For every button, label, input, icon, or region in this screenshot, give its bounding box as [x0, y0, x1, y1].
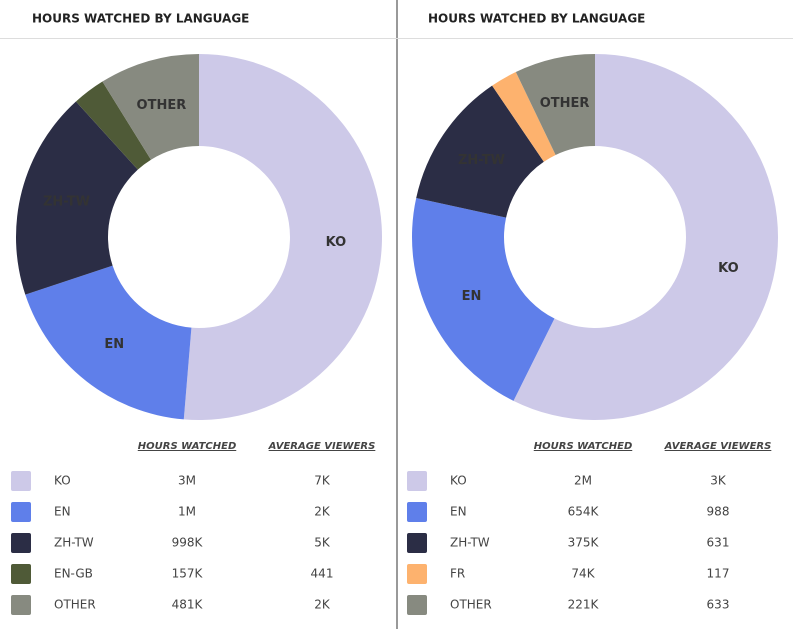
legend-swatch — [407, 595, 427, 615]
row-hours: 375K — [568, 536, 600, 550]
donut-slice — [515, 54, 595, 155]
row-viewers: 2K — [314, 505, 331, 519]
row-hours: 74K — [571, 567, 595, 581]
row-viewers: 7K — [314, 474, 331, 488]
slice-label: EN — [104, 337, 124, 352]
legend-swatch — [11, 502, 31, 522]
legend-swatch — [11, 564, 31, 584]
donut-slice — [513, 54, 778, 420]
legend-swatch — [407, 533, 427, 553]
row-name: EN — [54, 505, 71, 519]
row-hours: 157K — [172, 567, 204, 581]
row-hours: 221K — [568, 598, 600, 612]
row-viewers: 3K — [710, 474, 727, 488]
legend-swatch — [11, 595, 31, 615]
donut-slice — [16, 101, 138, 295]
legend-swatch — [407, 471, 427, 491]
slice-label: OTHER — [137, 98, 187, 113]
row-hours: 3M — [178, 474, 196, 488]
legend-swatch — [11, 471, 31, 491]
slice-label: KO — [326, 235, 347, 250]
row-name: EN-GB — [54, 567, 93, 581]
column-header: AVERAGE VIEWERS — [268, 441, 376, 452]
row-hours: 2M — [574, 474, 592, 488]
row-viewers: 117 — [707, 567, 730, 581]
donut-slice — [411, 198, 555, 401]
slice-label: OTHER — [540, 96, 590, 111]
chart-title: HOURS WATCHED BY LANGUAGE — [428, 12, 645, 26]
donut-slice — [416, 85, 544, 218]
row-name: ZH-TW — [450, 536, 490, 550]
row-viewers: 441 — [311, 567, 334, 581]
chart-title: HOURS WATCHED BY LANGUAGE — [32, 12, 249, 26]
slice-label: EN — [462, 289, 482, 304]
row-name: EN — [450, 505, 467, 519]
donut-slice — [492, 72, 556, 162]
donut-slice — [25, 265, 192, 420]
row-name: OTHER — [54, 598, 96, 612]
row-hours: 1M — [178, 505, 196, 519]
column-header: AVERAGE VIEWERS — [664, 441, 772, 452]
row-viewers: 5K — [314, 536, 331, 550]
legend-swatch — [407, 564, 427, 584]
slice-label: KO — [718, 261, 739, 276]
donut-slice — [102, 54, 199, 160]
donut-slice — [75, 81, 151, 170]
legend-swatch — [11, 533, 31, 553]
row-name: OTHER — [450, 598, 492, 612]
row-name: KO — [54, 474, 71, 488]
slice-label: ZH-TW — [458, 153, 505, 168]
donut-slice — [183, 54, 383, 421]
row-hours: 481K — [172, 598, 204, 612]
row-hours: 654K — [568, 505, 600, 519]
legend-swatch — [407, 502, 427, 522]
row-viewers: 988 — [707, 505, 730, 519]
column-header: HOURS WATCHED — [138, 441, 237, 452]
row-name: KO — [450, 474, 467, 488]
slice-label: ZH-TW — [43, 195, 90, 210]
row-name: FR — [450, 567, 465, 581]
row-viewers: 2K — [314, 598, 331, 612]
column-header: HOURS WATCHED — [534, 441, 633, 452]
row-hours: 998K — [172, 536, 204, 550]
row-name: ZH-TW — [54, 536, 94, 550]
row-viewers: 631 — [707, 536, 730, 550]
row-viewers: 633 — [707, 598, 730, 612]
